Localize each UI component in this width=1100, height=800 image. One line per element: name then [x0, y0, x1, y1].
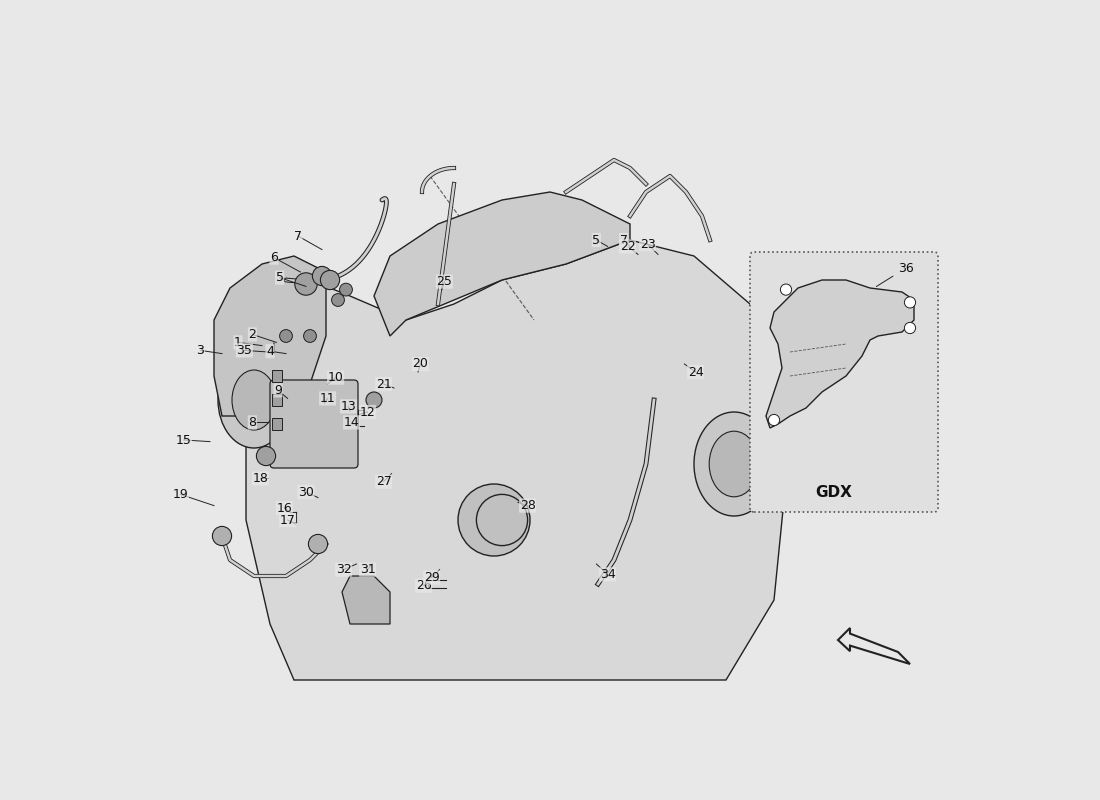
Circle shape — [304, 330, 317, 342]
Text: 9: 9 — [274, 384, 282, 397]
Text: 14: 14 — [343, 416, 360, 429]
Text: 35: 35 — [236, 344, 252, 357]
Text: 15: 15 — [176, 434, 191, 446]
Text: 16: 16 — [276, 502, 293, 514]
Text: 26: 26 — [416, 579, 431, 592]
Text: 21: 21 — [376, 378, 392, 390]
Text: 1: 1 — [234, 336, 242, 349]
Polygon shape — [838, 628, 910, 664]
Text: 4: 4 — [266, 345, 274, 358]
Text: 6: 6 — [271, 251, 278, 264]
Text: 29: 29 — [424, 571, 440, 584]
Bar — [273, 394, 282, 406]
Circle shape — [312, 266, 331, 286]
Text: 17: 17 — [279, 514, 296, 526]
Ellipse shape — [232, 370, 276, 430]
Text: 27: 27 — [376, 475, 392, 488]
Text: 5: 5 — [593, 234, 601, 246]
Circle shape — [780, 284, 792, 295]
Text: GDX: GDX — [815, 485, 852, 500]
Text: 10: 10 — [328, 371, 343, 384]
Polygon shape — [214, 256, 326, 416]
Circle shape — [295, 273, 317, 295]
Ellipse shape — [694, 412, 774, 516]
Text: 2: 2 — [249, 328, 256, 341]
Circle shape — [340, 283, 352, 296]
Text: 36: 36 — [877, 262, 914, 286]
Bar — [273, 370, 282, 382]
Text: 20: 20 — [412, 358, 428, 370]
Circle shape — [279, 330, 293, 342]
Text: 24: 24 — [688, 366, 704, 378]
Circle shape — [331, 294, 344, 306]
Circle shape — [476, 494, 528, 546]
Circle shape — [320, 270, 340, 290]
Polygon shape — [342, 576, 390, 624]
Text: 25: 25 — [437, 275, 452, 288]
Text: 32: 32 — [336, 563, 352, 576]
Text: 5: 5 — [276, 271, 284, 284]
Text: 8: 8 — [249, 416, 256, 429]
Circle shape — [904, 297, 915, 308]
Circle shape — [904, 322, 915, 334]
Text: 7: 7 — [294, 230, 302, 242]
Text: 7: 7 — [619, 234, 628, 246]
Polygon shape — [246, 240, 790, 680]
Circle shape — [366, 392, 382, 408]
Circle shape — [308, 534, 328, 554]
Text: 30: 30 — [298, 486, 314, 498]
Polygon shape — [766, 280, 914, 428]
Text: 12: 12 — [360, 406, 375, 418]
Text: 34: 34 — [600, 568, 616, 581]
Polygon shape — [374, 192, 630, 336]
Bar — [273, 418, 282, 430]
Text: 11: 11 — [320, 392, 336, 405]
Ellipse shape — [710, 431, 759, 497]
Text: 19: 19 — [173, 488, 188, 501]
Ellipse shape — [218, 352, 290, 448]
Circle shape — [256, 446, 276, 466]
Text: 3: 3 — [197, 344, 205, 357]
Text: 31: 31 — [360, 563, 375, 576]
Circle shape — [458, 484, 530, 556]
Circle shape — [212, 526, 232, 546]
Text: 18: 18 — [253, 472, 268, 485]
Circle shape — [769, 414, 780, 426]
Text: 22: 22 — [619, 240, 636, 253]
Text: 28: 28 — [519, 499, 536, 512]
FancyBboxPatch shape — [750, 252, 938, 512]
Text: 13: 13 — [341, 400, 356, 413]
Text: 23: 23 — [640, 238, 656, 250]
FancyBboxPatch shape — [270, 380, 358, 468]
